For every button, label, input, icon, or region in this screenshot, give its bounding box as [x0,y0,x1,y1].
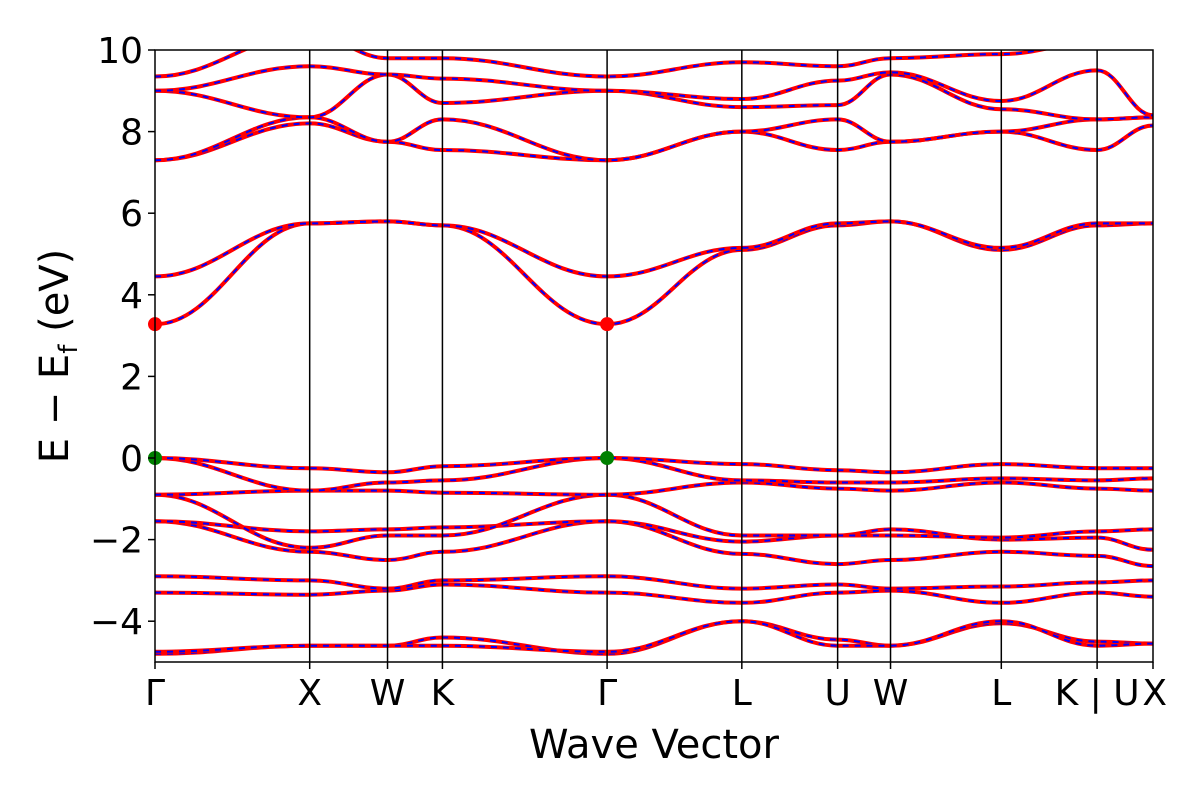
y-axis-ticks: 10 8 6 4 2 0 −2 −4 [90,31,155,643]
band-overlay-7 [155,481,1153,496]
x-tick-label-9: K | U [1055,673,1140,714]
band-line-5 [155,519,1153,552]
band-overlay-3 [155,575,1153,590]
y-tick-label-5: 0 [120,439,143,480]
x-tick-label-5: L [732,673,752,714]
x-tick-label-10: X [1142,673,1167,714]
x-axis-title: Wave Vector [529,722,780,768]
y-tick-label-4: 2 [120,357,143,398]
y-tick-label-1: 8 [120,113,143,154]
y-axis-title: E − Ef (eV) [32,249,84,464]
band-line-16 [155,50,1050,79]
band-overlay-5 [155,520,1153,551]
band-overlay-4 [155,520,1153,568]
y-tick-label-3: 4 [120,276,143,317]
kpoint-lines [308,50,1098,662]
y-tick-label-0: 10 [97,31,143,72]
band-overlay-10 [155,220,1153,326]
x-tick-label-2: W [370,673,406,714]
band-overlay-2 [155,583,1153,604]
x-tick-label-0: Γ [145,673,165,714]
x-tick-label-6: U [824,673,850,714]
y-axis-title-subscript: f [54,344,84,354]
x-tick-label-4: Γ [597,673,617,714]
x-tick-label-1: X [297,673,322,714]
plot-frame [154,49,1154,663]
band-overlay-6 [155,493,1153,549]
cbm-marker-1 [600,317,615,332]
y-tick-label-2: 6 [120,194,143,235]
band-overlay-0 [155,620,1153,655]
extrema-markers [148,317,615,465]
band-overlay-9 [155,456,1153,474]
y-tick-label-7: −4 [90,602,143,643]
x-tick-label-7: W [873,673,909,714]
band-overlay-11 [155,220,1153,278]
bands-layer [155,50,1153,656]
band-overlay-8 [155,456,1153,492]
y-tick-label-6: −2 [90,521,143,562]
band-line-15 [155,64,1153,118]
y-axis-title-unit: (eV) [32,249,78,345]
band-overlay-1 [155,620,1153,653]
y-axis-title-main: E − E [32,354,78,464]
band-line-14 [155,72,1153,122]
band-line-0 [155,619,1153,656]
band-line-10 [155,219,1153,327]
x-tick-label-3: K [431,673,456,714]
band-line-3 [155,574,1153,591]
vbm-marker-1 [600,451,615,465]
x-tick-label-8: L [991,673,1011,714]
